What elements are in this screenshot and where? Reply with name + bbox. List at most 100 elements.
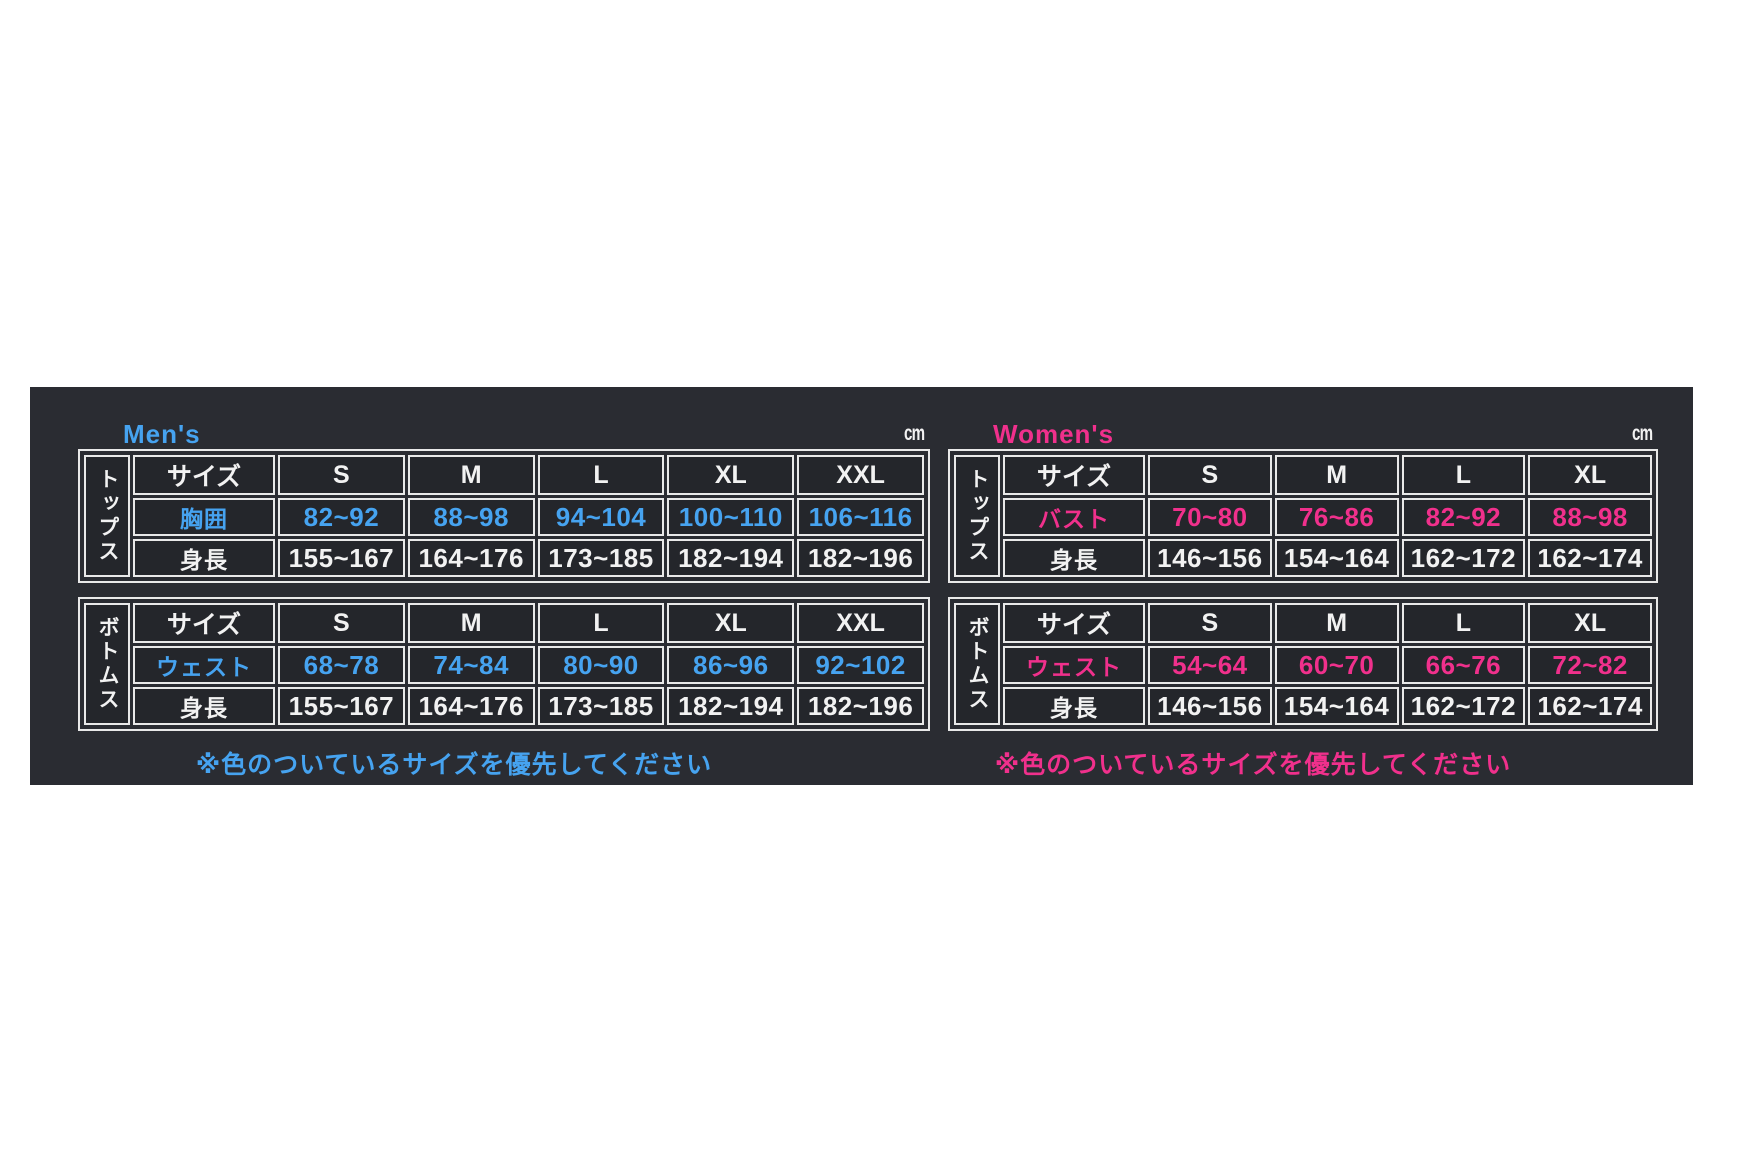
col-header-m: M [407,455,535,495]
womens-unit-label: cm [1631,422,1653,445]
col-header-xl: XL [667,603,795,643]
size-value-cell: 66~76 [1401,646,1526,684]
category-label-tops: トップス [954,455,1000,577]
size-value-cell: 155~167 [278,687,405,725]
row-label-waist: ウェスト [133,646,275,684]
col-header-m: M [407,603,535,643]
womens-bottoms-table: ボトムス サイズ S M L XL ウェスト 54~64 60~70 66~76… [948,597,1658,731]
size-value-cell: 54~64 [1148,646,1272,684]
col-header-l: L [1401,455,1526,495]
size-value-cell: 106~116 [797,498,924,536]
mens-heading: Men's [123,419,201,449]
row-label-height: 身長 [133,687,275,725]
size-value-cell: 72~82 [1528,646,1652,684]
size-value-cell: 162~172 [1401,539,1526,577]
col-header-m: M [1274,603,1399,643]
col-header-xxl: XXL [797,455,924,495]
col-header-s: S [278,455,405,495]
col-header-size: サイズ [133,603,275,643]
size-value-cell: 146~156 [1148,687,1272,725]
col-header-l: L [1401,603,1526,643]
col-header-s: S [1148,455,1272,495]
size-value-cell: 173~185 [537,539,665,577]
mens-bottoms-table: ボトムス サイズ S M L XL XXL ウェスト 68~78 74~84 8… [78,597,930,731]
category-label-bottoms: ボトムス [954,603,1000,725]
mens-bottoms-size-table: ボトムス サイズ S M L XL XXL ウェスト 68~78 74~84 8… [81,600,927,728]
col-header-size: サイズ [1003,455,1145,495]
size-value-cell: 60~70 [1274,646,1399,684]
mens-section-header: Men's cm [78,417,930,449]
womens-tops-size-table: トップス サイズ S M L XL バスト 70~80 76~86 82~92 … [951,452,1655,580]
size-value-cell: 162~174 [1528,687,1652,725]
col-header-l: L [537,455,665,495]
size-value-cell: 88~98 [407,498,535,536]
size-value-cell: 182~196 [797,687,924,725]
size-value-cell: 68~78 [278,646,405,684]
womens-section: Women's cm トップス サイズ S M L XL バスト 70~80 7… [948,417,1658,781]
size-value-cell: 154~164 [1274,539,1399,577]
col-header-size: サイズ [1003,603,1145,643]
size-value-cell: 182~194 [667,687,795,725]
size-value-cell: 162~174 [1528,539,1652,577]
table-row: 身長 155~167 164~176 173~185 182~194 182~1… [84,687,924,725]
size-value-cell: 88~98 [1528,498,1652,536]
size-value-cell: 86~96 [667,646,795,684]
womens-bottoms-size-table: ボトムス サイズ S M L XL ウェスト 54~64 60~70 66~76… [951,600,1655,728]
table-row: ボトムス サイズ S M L XL [954,603,1652,725]
size-value-cell: 173~185 [537,687,665,725]
size-value-cell: 76~86 [1274,498,1399,536]
table-row: トップス サイズ S M L XL [954,455,1652,577]
womens-tops-table: トップス サイズ S M L XL バスト 70~80 76~86 82~92 … [948,449,1658,583]
size-value-cell: 94~104 [537,498,665,536]
col-header-l: L [537,603,665,643]
size-value-cell: 74~84 [407,646,535,684]
col-header-s: S [1148,603,1272,643]
size-value-cell: 164~176 [407,687,535,725]
size-value-cell: 82~92 [1401,498,1526,536]
table-row: ウェスト 54~64 60~70 66~76 72~82 [954,646,1652,684]
category-label-tops: トップス [84,455,130,577]
col-header-m: M [1274,455,1399,495]
mens-tops-size-table: トップス サイズ S M L XL XXL 胸囲 82~92 88~98 94~… [81,452,927,580]
row-label-height: 身長 [133,539,275,577]
col-header-s: S [278,603,405,643]
size-value-cell: 100~110 [667,498,795,536]
col-header-xl: XL [1528,455,1652,495]
col-header-size: サイズ [133,455,275,495]
table-row: ウェスト 68~78 74~84 80~90 86~96 92~102 [84,646,924,684]
womens-heading: Women's [993,419,1115,449]
col-header-xl: XL [1528,603,1652,643]
size-value-cell: 92~102 [797,646,924,684]
size-value-cell: 182~196 [797,539,924,577]
table-row: バスト 70~80 76~86 82~92 88~98 [954,498,1652,536]
row-label-bust: バスト [1003,498,1145,536]
mens-tops-table: トップス サイズ S M L XL XXL 胸囲 82~92 88~98 94~… [78,449,930,583]
row-label-height: 身長 [1003,687,1145,725]
size-value-cell: 70~80 [1148,498,1272,536]
category-label-bottoms: ボトムス [84,603,130,725]
size-value-cell: 162~172 [1401,687,1526,725]
mens-color-priority-note: ※色のついているサイズを優先してください [195,751,713,779]
col-header-xl: XL [667,455,795,495]
table-row: ボトムス サイズ S M L XL XXL [84,603,924,725]
table-row: 身長 146~156 154~164 162~172 162~174 [954,687,1652,725]
womens-section-header: Women's cm [948,417,1658,449]
size-value-cell: 154~164 [1274,687,1399,725]
size-value-cell: 155~167 [278,539,405,577]
table-row: 胸囲 82~92 88~98 94~104 100~110 106~116 [84,498,924,536]
size-value-cell: 146~156 [1148,539,1272,577]
mens-section: Men's cm トップス サイズ S M L XL XXL 胸囲 82~92 [78,417,930,781]
table-row: トップス サイズ S M L XL XXL [84,455,924,577]
womens-color-priority-note: ※色のついているサイズを優先してください [994,751,1512,779]
row-label-height: 身長 [1003,539,1145,577]
size-value-cell: 182~194 [667,539,795,577]
size-chart-panel: Men's cm トップス サイズ S M L XL XXL 胸囲 82~92 [30,387,1693,785]
table-row: 身長 146~156 154~164 162~172 162~174 [954,539,1652,577]
table-row: 身長 155~167 164~176 173~185 182~194 182~1… [84,539,924,577]
size-value-cell: 82~92 [278,498,405,536]
mens-unit-label: cm [903,422,925,445]
row-label-waist: ウェスト [1003,646,1145,684]
size-value-cell: 80~90 [537,646,665,684]
col-header-xxl: XXL [797,603,924,643]
size-value-cell: 164~176 [407,539,535,577]
